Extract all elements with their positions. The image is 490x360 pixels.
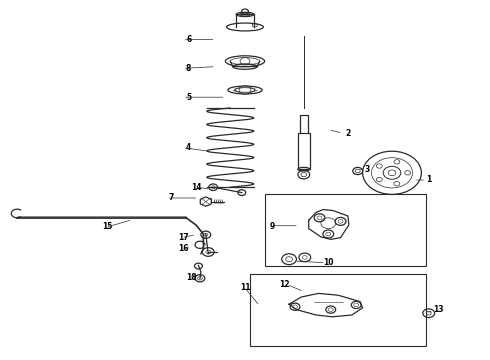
Text: 1: 1	[426, 175, 431, 184]
Text: 9: 9	[270, 222, 274, 231]
Bar	[299, 147, 308, 149]
Bar	[300, 115, 308, 144]
Bar	[265, 194, 426, 266]
Text: 18: 18	[186, 273, 196, 282]
Text: 3: 3	[365, 165, 370, 174]
Text: 13: 13	[433, 305, 444, 314]
Text: 14: 14	[191, 183, 201, 192]
Text: 11: 11	[240, 284, 250, 292]
Bar	[298, 151, 309, 153]
Text: 10: 10	[323, 258, 334, 267]
Bar	[250, 274, 426, 346]
Text: 6: 6	[186, 35, 191, 44]
Text: 17: 17	[178, 233, 189, 242]
Text: 8: 8	[186, 64, 191, 73]
Bar	[298, 133, 310, 169]
Text: 16: 16	[178, 244, 189, 253]
Text: 15: 15	[102, 222, 113, 231]
Text: 4: 4	[186, 143, 191, 152]
Text: 12: 12	[279, 280, 290, 289]
Text: 5: 5	[186, 93, 191, 102]
Bar	[300, 145, 308, 147]
Text: 2: 2	[345, 129, 350, 138]
Text: 7: 7	[169, 194, 174, 202]
Bar	[299, 149, 309, 151]
